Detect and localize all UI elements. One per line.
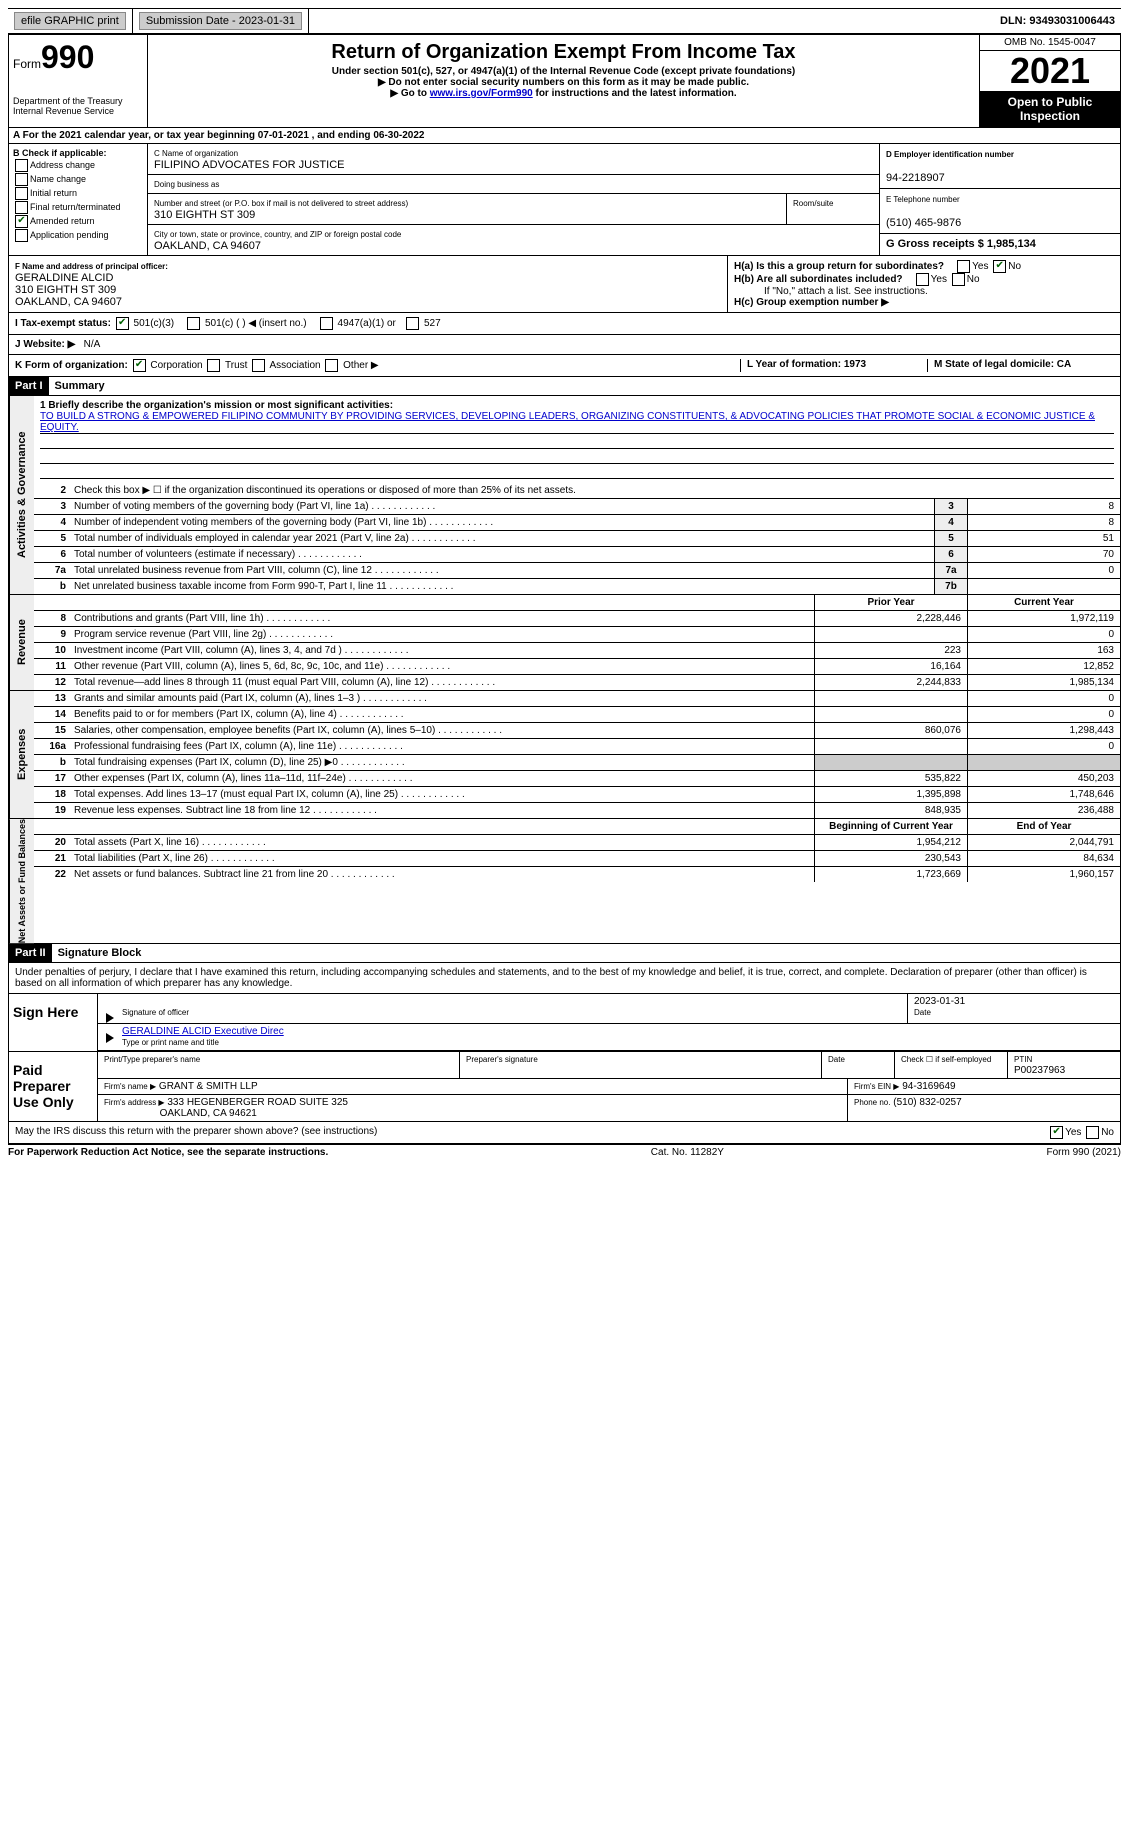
ptin: P00237963 <box>1014 1065 1065 1076</box>
line-7a-value: 0 <box>967 563 1120 578</box>
omb-number: OMB No. 1545-0047 <box>980 35 1120 51</box>
revenue-label: Revenue <box>9 595 34 690</box>
firm-name: GRANT & SMITH LLP <box>159 1081 258 1092</box>
penalties-text: Under penalties of perjury, I declare th… <box>9 963 1120 993</box>
submission-date: Submission Date - 2023-01-31 <box>139 12 302 30</box>
street-address: 310 EIGHTH ST 309 <box>154 209 255 221</box>
officer-sig-name: GERALDINE ALCID Executive Direc <box>122 1026 284 1037</box>
paperwork-notice: For Paperwork Reduction Act Notice, see … <box>8 1147 328 1158</box>
amended-checkbox[interactable] <box>15 215 28 228</box>
corp-checkbox[interactable] <box>133 359 146 372</box>
efile-print[interactable]: efile GRAPHIC print <box>14 12 126 30</box>
ssn-note: ▶ Do not enter social security numbers o… <box>152 77 975 88</box>
state-domicile: M State of legal domicile: CA <box>934 359 1071 370</box>
expenses-label: Expenses <box>9 691 34 818</box>
form-header: Form990 Department of the Treasury Inter… <box>8 34 1121 128</box>
form-subtitle: Under section 501(c), 527, or 4947(a)(1)… <box>152 66 975 77</box>
website: N/A <box>84 339 101 350</box>
org-name: FILIPINO ADVOCATES FOR JUSTICE <box>154 159 345 171</box>
officer-name: GERALDINE ALCID <box>15 272 113 284</box>
part1-header: Part I <box>9 377 49 395</box>
cat-no: Cat. No. 11282Y <box>651 1147 724 1158</box>
city-state-zip: OAKLAND, CA 94607 <box>154 240 261 252</box>
paid-preparer-label: Paid Preparer Use Only <box>9 1052 98 1121</box>
501c3-checkbox[interactable] <box>116 317 129 330</box>
sign-here-label: Sign Here <box>9 994 98 1051</box>
irs-link[interactable]: www.irs.gov/Form990 <box>430 88 533 99</box>
discuss-question: May the IRS discuss this return with the… <box>15 1126 1048 1139</box>
activities-governance-label: Activities & Governance <box>9 396 34 594</box>
tax-year: 2021 <box>980 51 1120 91</box>
form-label: Form <box>13 57 41 71</box>
part2-header: Part II <box>9 944 52 962</box>
line-3-value: 8 <box>967 499 1120 514</box>
discuss-yes[interactable] <box>1050 1126 1063 1139</box>
ein: 94-2218907 <box>886 172 945 184</box>
line-b-value <box>967 579 1120 594</box>
form-number: 990 <box>41 39 94 75</box>
top-bar: efile GRAPHIC print Submission Date - 20… <box>8 8 1121 34</box>
dln: DLN: 93493031006443 <box>309 12 1121 30</box>
group-return-no[interactable] <box>993 260 1006 273</box>
phone: (510) 465-9876 <box>886 217 961 229</box>
form-title: Return of Organization Exempt From Incom… <box>152 41 975 64</box>
arrow-icon <box>106 1013 114 1023</box>
gross-receipts: G Gross receipts $ 1,985,134 <box>886 238 1036 250</box>
firm-ein: 94-3169649 <box>902 1081 955 1092</box>
year-formation: L Year of formation: 1973 <box>747 359 866 370</box>
line-6-value: 70 <box>967 547 1120 562</box>
open-public: Open to Public Inspection <box>980 91 1120 127</box>
sign-date: 2023-01-31 <box>914 996 965 1007</box>
arrow-icon <box>106 1033 114 1043</box>
mission-text: TO BUILD A STRONG & EMPOWERED FILIPINO C… <box>40 411 1114 434</box>
dept-label: Department of the Treasury Internal Reve… <box>13 96 143 116</box>
form-version: Form 990 (2021) <box>1047 1147 1121 1158</box>
preparer-phone: (510) 832-0257 <box>893 1097 961 1108</box>
row-a-period: A For the 2021 calendar year, or tax yea… <box>8 128 1121 144</box>
net-assets-label: Net Assets or Fund Balances <box>9 819 34 943</box>
line-5-value: 51 <box>967 531 1120 546</box>
box-b: B Check if applicable: Address change Na… <box>9 144 148 255</box>
line-4-value: 8 <box>967 515 1120 530</box>
